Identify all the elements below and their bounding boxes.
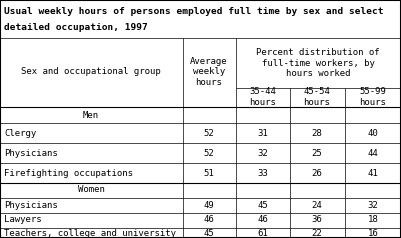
Text: 33: 33 (257, 169, 268, 178)
Text: Teachers, college and university: Teachers, college and university (4, 228, 176, 238)
Text: 52: 52 (204, 129, 215, 138)
Text: detailed occupation, 1997: detailed occupation, 1997 (4, 23, 148, 31)
Text: Firefighting occupations: Firefighting occupations (4, 169, 133, 178)
Text: 46: 46 (257, 215, 268, 224)
Text: 36: 36 (312, 215, 322, 224)
Text: 32: 32 (368, 200, 379, 209)
Text: 51: 51 (204, 169, 215, 178)
Text: 35-44
hours: 35-44 hours (249, 87, 276, 107)
Text: 40: 40 (368, 129, 379, 138)
Text: Men: Men (83, 110, 99, 119)
Text: 31: 31 (257, 129, 268, 138)
Text: 45: 45 (257, 200, 268, 209)
Text: Lawyers: Lawyers (4, 215, 42, 224)
Text: Usual weekly hours of persons employed full time by sex and select: Usual weekly hours of persons employed f… (4, 8, 383, 16)
Text: 55-99
hours: 55-99 hours (360, 87, 387, 107)
Text: 25: 25 (312, 149, 322, 158)
Text: Sex and occupational group: Sex and occupational group (21, 68, 161, 76)
Text: 52: 52 (204, 149, 215, 158)
Text: 49: 49 (204, 200, 215, 209)
Text: 45-54
hours: 45-54 hours (304, 87, 330, 107)
Text: 28: 28 (312, 129, 322, 138)
Text: Physicians: Physicians (4, 200, 58, 209)
Text: 24: 24 (312, 200, 322, 209)
Text: Women: Women (77, 185, 104, 194)
Text: 16: 16 (368, 228, 379, 238)
Text: Average
weekly
hours: Average weekly hours (190, 57, 228, 87)
Text: 18: 18 (368, 215, 379, 224)
Text: 46: 46 (204, 215, 215, 224)
Text: 61: 61 (257, 228, 268, 238)
Text: 22: 22 (312, 228, 322, 238)
Text: Clergy: Clergy (4, 129, 36, 138)
Text: 45: 45 (204, 228, 215, 238)
Text: 44: 44 (368, 149, 379, 158)
Text: 41: 41 (368, 169, 379, 178)
Text: 26: 26 (312, 169, 322, 178)
Text: 32: 32 (257, 149, 268, 158)
Text: Percent distribution of
full-time workers, by
hours worked: Percent distribution of full-time worker… (256, 48, 380, 78)
Text: Physicians: Physicians (4, 149, 58, 158)
